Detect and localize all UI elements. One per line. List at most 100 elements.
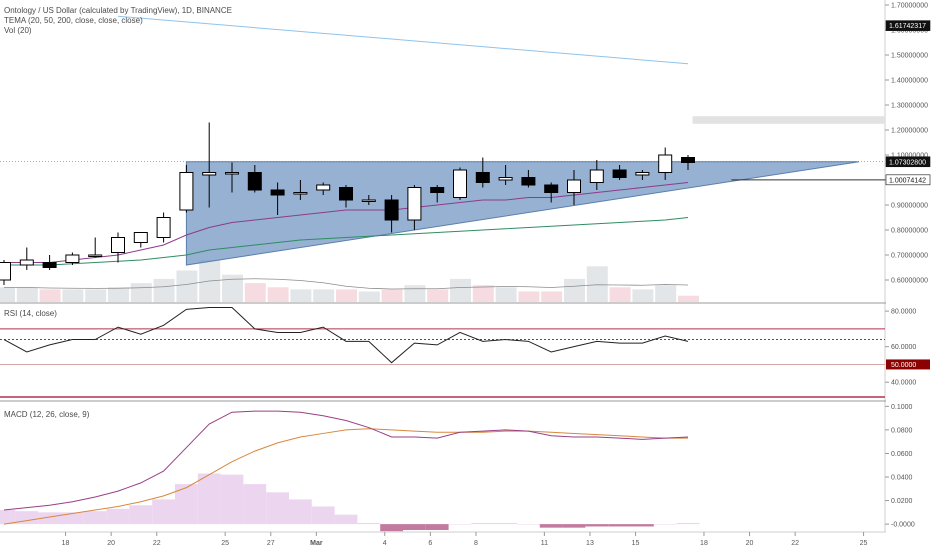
tema-legend[interactable]: TEMA (20, 50, 200, close, close, close) [4, 16, 143, 25]
volume-bar [153, 278, 175, 302]
time-tick-label: 13 [586, 540, 594, 547]
volume-bar [130, 283, 152, 302]
volume-bar [244, 283, 266, 302]
macd-histogram-bar [448, 524, 472, 525]
volume-ma-line [4, 278, 689, 290]
symbol-title[interactable]: Ontology / US Dollar (calculated by Trad… [4, 6, 232, 15]
volume-bar [655, 285, 677, 302]
price-scale-background [886, 0, 932, 550]
candle-body [498, 177, 513, 181]
price-tick-label: 0.90000000 [891, 203, 928, 210]
macd-tick-label: 0.0800 [891, 427, 913, 434]
volume-bar [564, 278, 585, 302]
volume-bar [176, 270, 198, 302]
candle-body [316, 184, 331, 191]
volume-bar [541, 291, 563, 302]
macd-histogram-bar [403, 524, 426, 530]
volume-bar [85, 289, 107, 302]
candle-body [270, 189, 285, 196]
candle-body [247, 172, 262, 191]
candle-body [156, 217, 171, 238]
time-tick-label: 18 [700, 540, 708, 547]
price-tick-label: 1.20000000 [891, 128, 928, 135]
volume-bar [632, 289, 654, 302]
rsi-pane [0, 307, 885, 398]
rsi-line [3, 307, 689, 364]
candle-body [225, 172, 239, 175]
macd-histogram-bar [653, 524, 677, 525]
time-tick-label: 22 [791, 540, 799, 547]
macd-tick-label: 0.1000 [891, 404, 913, 411]
macd-histogram-bar [471, 522, 495, 525]
rsi-tick-label: 80.0000 [891, 309, 916, 316]
volume-bar [450, 278, 471, 302]
macd-histogram-bar [220, 474, 244, 525]
price-badge [885, 20, 931, 31]
time-tick-label: 18 [62, 540, 70, 547]
rsi-badge [886, 359, 930, 370]
macd-histogram-bar [311, 506, 335, 525]
macd-histogram-bar [129, 505, 153, 525]
candle-body [133, 232, 148, 243]
price-badge-label: 1.61742317 [889, 23, 926, 30]
macd-histogram-bar [266, 492, 289, 525]
candle-body [658, 154, 673, 173]
macd-histogram-bar [0, 509, 16, 525]
volume-bar [472, 285, 494, 302]
price-tick-label: 1.10000000 [891, 153, 928, 160]
price-tick-label: 0.80000000 [891, 228, 928, 235]
candle-body [179, 172, 194, 211]
time-tick-label: 27 [267, 540, 275, 547]
macd-histogram-bar [676, 522, 700, 525]
candle-body [111, 237, 125, 253]
price-badge-label: 1.07302800 [889, 159, 926, 166]
time-tick-label: 20 [107, 540, 115, 547]
price-badge-label: 1.00074142 [889, 177, 926, 184]
resistance-zone [692, 116, 885, 124]
volume-bar [62, 289, 84, 302]
volume-bar [358, 291, 380, 302]
rsi-tick-label: 60.0000 [891, 344, 916, 351]
price-scale[interactable]: 0.60000000 0.70000000 0.80000000 0.90000000… [885, 0, 932, 550]
candle-body [42, 262, 57, 268]
macd-histogram-bar [106, 508, 130, 525]
rsi-badge-label: 50.0000 [891, 362, 916, 369]
macd-histogram-bar [425, 524, 449, 530]
candle-body [339, 187, 353, 201]
candle-body [88, 254, 103, 257]
candle-body [681, 157, 695, 163]
volume-bar [586, 266, 608, 302]
volume-bar [16, 287, 38, 302]
rsi-legend[interactable]: RSI (14, close) [4, 309, 57, 318]
candle-body [19, 259, 34, 266]
price-tick-label: 1.70000000 [891, 3, 928, 10]
price-legend: Ontology / US Dollar (calculated by Trad… [4, 6, 232, 36]
macd-tick-label: -0.0000 [891, 522, 915, 529]
candlesticks[interactable] [0, 122, 695, 286]
candle-body [407, 187, 422, 221]
macd-tick-label: 0.0200 [891, 498, 913, 505]
time-tick-label: 15 [632, 540, 640, 547]
candle-body [361, 199, 376, 202]
volume-bar [381, 289, 403, 302]
candle-body [384, 199, 399, 221]
time-scale[interactable]: 151820222527Mar46811131518202225 [0, 532, 868, 547]
macd-histogram-bar [334, 514, 358, 525]
candle-body [0, 262, 11, 281]
time-tick-label: 20 [746, 540, 754, 547]
time-tick-label: Mar [310, 540, 323, 547]
candle-body [544, 184, 559, 193]
time-tick-label: 8 [474, 540, 478, 547]
time-tick-label: 25 [221, 540, 229, 547]
macd-histogram-bar [517, 524, 540, 525]
candle-body [635, 172, 650, 176]
volume-bar [427, 289, 449, 302]
time-tick-label: 22 [153, 540, 161, 547]
macd-legend[interactable]: MACD (12, 26, close, 9) [4, 410, 90, 419]
volume-bars [0, 260, 699, 302]
price-badge [885, 174, 931, 186]
time-tick-label: 6 [428, 540, 432, 547]
vol-legend[interactable]: Vol (20) [4, 26, 32, 35]
